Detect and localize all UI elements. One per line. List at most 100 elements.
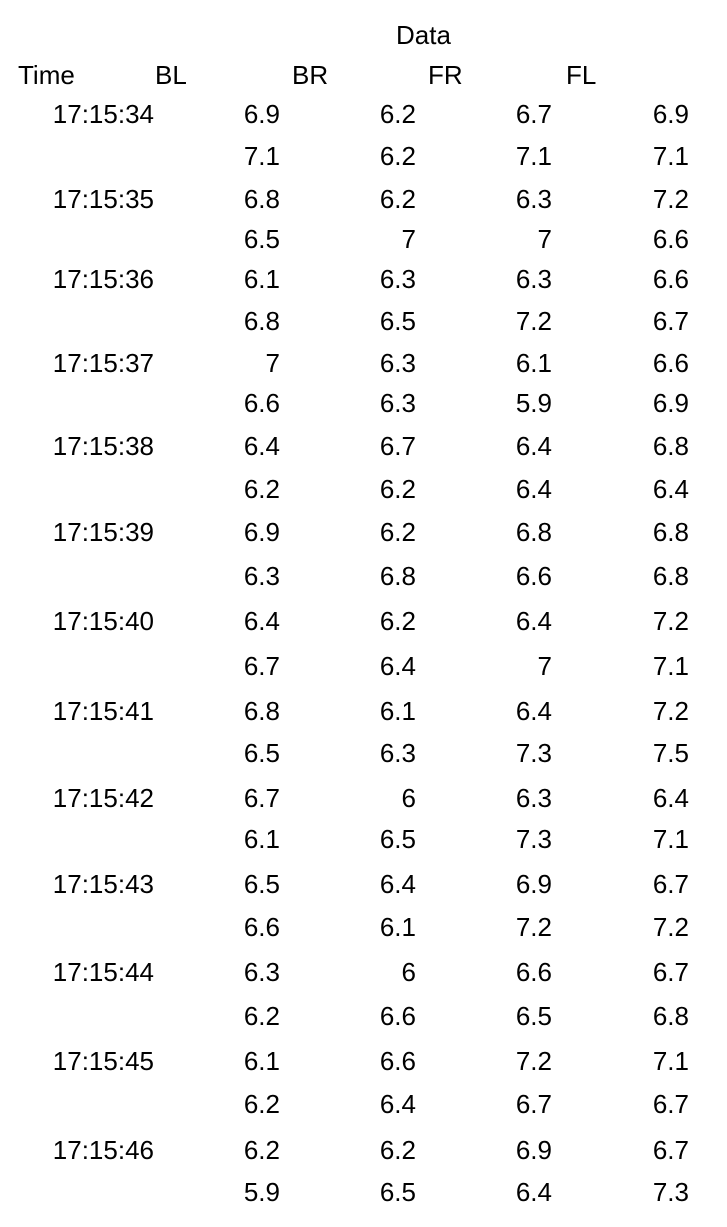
table-cell-value: 7.1 (515, 141, 552, 171)
table-cell-time: 17:15:44 (52, 957, 154, 987)
table-cell-value: 6.6 (652, 264, 689, 294)
table-cell-value: 7.2 (652, 606, 689, 636)
table-cell-value: 7.3 (515, 738, 552, 768)
table-cell-value: 6.1 (243, 1046, 280, 1076)
table-cell-value: 6.4 (243, 431, 280, 461)
table-cell-value: 6.7 (379, 431, 416, 461)
table-cell-value: 7 (537, 651, 552, 681)
table-cell-time: 17:15:41 (52, 696, 154, 726)
table-cell-value: 7.1 (652, 824, 689, 854)
table-cell-value: 6.6 (379, 1001, 416, 1031)
table-cell-value: 6.4 (515, 1177, 552, 1207)
table-cell-value: 6.4 (652, 783, 689, 813)
table-cell-value: 6.4 (243, 606, 280, 636)
table-cell-value: 6.8 (652, 1001, 689, 1031)
table-cell-value: 6.2 (379, 184, 416, 214)
table-cell-value: 6.4 (515, 696, 552, 726)
table-cell-value: 6.6 (379, 1046, 416, 1076)
table-cell-value: 6.1 (379, 696, 416, 726)
table-cell-value: 7.1 (652, 141, 689, 171)
table-cell-value: 7.1 (652, 1046, 689, 1076)
table-cell-value: 5.9 (515, 388, 552, 418)
table-cell-value: 6.9 (515, 1135, 552, 1165)
table-cell-value: 6.7 (652, 957, 689, 987)
table-cell-value: 6.4 (652, 474, 689, 504)
table-cell-value: 7.2 (515, 1046, 552, 1076)
table-cell-value: 6.2 (243, 1089, 280, 1119)
table-cell-value: 6.3 (243, 957, 280, 987)
table-cell-value: 6.3 (379, 738, 416, 768)
table-cell-value: 6.2 (243, 1001, 280, 1031)
table-cell-value: 6.4 (379, 869, 416, 899)
table-cell-value: 6.9 (652, 388, 689, 418)
table-cell-value: 6.5 (243, 869, 280, 899)
table-cell-time: 17:15:42 (52, 783, 154, 813)
table-cell-value: 7.1 (243, 141, 280, 171)
column-header-bl: BL (155, 60, 187, 90)
table-cell-value: 7 (265, 348, 280, 378)
table-cell-value: 7.2 (652, 696, 689, 726)
table-cell-time: 17:15:46 (52, 1135, 154, 1165)
table-cell-value: 6.5 (243, 738, 280, 768)
column-header-fl: FL (566, 60, 597, 90)
table-cell-value: 6.8 (652, 517, 689, 547)
table-cell-value: 7.2 (652, 912, 689, 942)
table-cell-value: 6.7 (652, 1135, 689, 1165)
table-cell-value: 6.1 (243, 264, 280, 294)
table-cell-value: 6.4 (379, 651, 416, 681)
table-cell-value: 6.3 (379, 264, 416, 294)
table-cell-value: 7.1 (652, 651, 689, 681)
column-header-fr: FR (428, 60, 463, 90)
table-cell-value: 6 (401, 783, 416, 813)
group-header: Data (396, 20, 451, 50)
table-cell-value: 6.5 (379, 1177, 416, 1207)
table-cell-value: 6.8 (652, 561, 689, 591)
table-cell-value: 6.3 (515, 184, 552, 214)
table-cell-value: 6.1 (379, 912, 416, 942)
table-cell-value: 6.7 (243, 651, 280, 681)
table-cell-value: 6.9 (515, 869, 552, 899)
table-cell-value: 6.7 (515, 1089, 552, 1119)
table-cell-value: 6.8 (243, 306, 280, 336)
table-cell-value: 6.8 (515, 517, 552, 547)
table-cell-value: 7.2 (515, 306, 552, 336)
table-cell-value: 6.5 (515, 1001, 552, 1031)
table-cell-value: 6.5 (379, 306, 416, 336)
table-cell-value: 6.6 (652, 224, 689, 254)
table-cell-value: 6.6 (243, 388, 280, 418)
table-cell-value: 6.9 (652, 99, 689, 129)
table-cell-value: 6.2 (379, 1135, 416, 1165)
table-cell-time: 17:15:45 (52, 1046, 154, 1076)
table-cell-value: 6.1 (515, 348, 552, 378)
table-cell-value: 6.2 (379, 141, 416, 171)
column-header-time: Time (18, 60, 75, 90)
table-cell-value: 6.3 (515, 783, 552, 813)
table-cell-value: 7 (537, 224, 552, 254)
table-cell-value: 6.4 (515, 474, 552, 504)
table-cell-value: 6.8 (652, 431, 689, 461)
table-cell-value: 7.2 (652, 184, 689, 214)
table-cell-time: 17:15:43 (52, 869, 154, 899)
table-cell-value: 6.3 (243, 561, 280, 591)
table-cell-value: 6.7 (652, 869, 689, 899)
table-cell-value: 6.1 (243, 824, 280, 854)
table-cell-time: 17:15:38 (52, 431, 154, 461)
table-cell-value: 6.2 (379, 606, 416, 636)
table-cell-value: 6.4 (515, 606, 552, 636)
column-header-br: BR (292, 60, 329, 90)
table-cell-value: 6.8 (379, 561, 416, 591)
table-cell-value: 6.2 (379, 517, 416, 547)
table-cell-value: 7.3 (515, 824, 552, 854)
table-cell-value: 7 (401, 224, 416, 254)
table-cell-value: 6.5 (379, 824, 416, 854)
table-cell-time: 17:15:34 (52, 99, 154, 129)
table-cell-value: 6.6 (515, 561, 552, 591)
table-cell-value: 5.9 (243, 1177, 280, 1207)
table-cell-value: 7.2 (515, 912, 552, 942)
table-cell-value: 6.4 (379, 1089, 416, 1119)
table-cell-time: 17:15:40 (52, 606, 154, 636)
table-cell-value: 6.2 (379, 99, 416, 129)
table-cell-value: 6.6 (652, 348, 689, 378)
table-cell-time: 17:15:36 (52, 264, 154, 294)
